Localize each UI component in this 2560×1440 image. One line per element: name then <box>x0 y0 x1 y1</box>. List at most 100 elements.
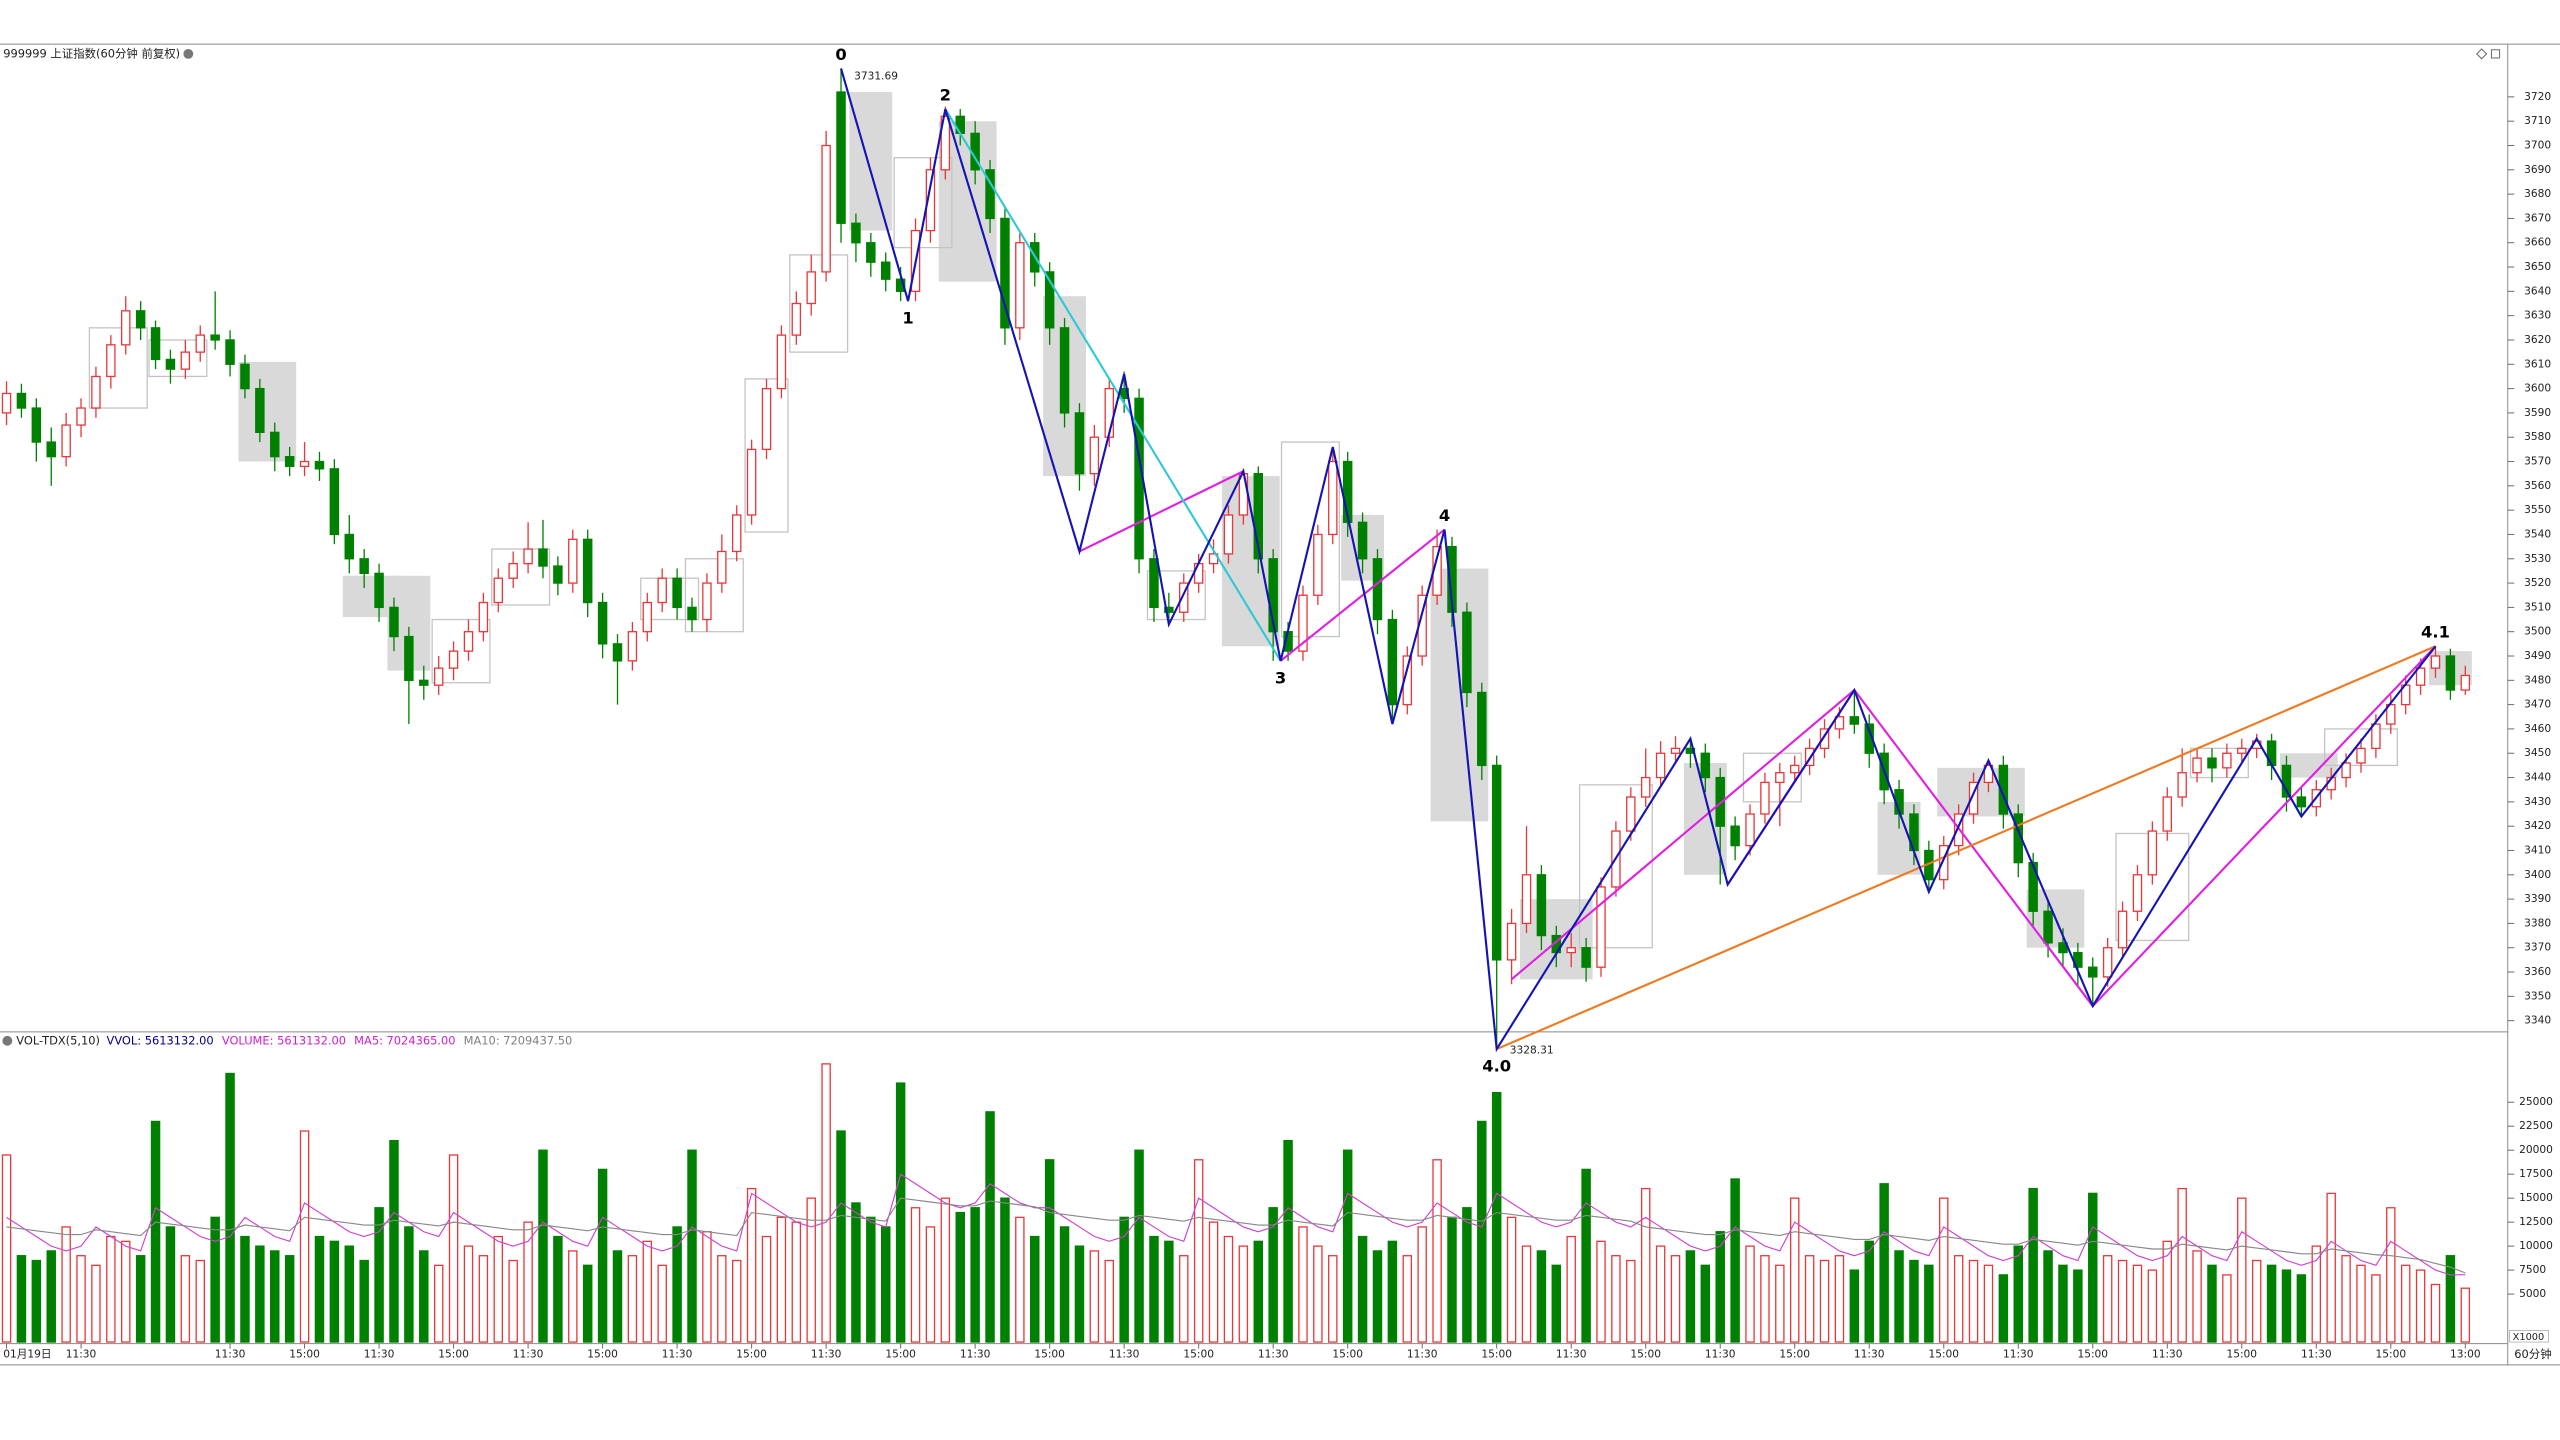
candle-body <box>284 456 295 468</box>
volume-bar <box>523 1221 533 1343</box>
volume-bar <box>1134 1149 1144 1343</box>
candle-body <box>1789 764 1800 774</box>
volume-bar <box>2222 1274 2232 1343</box>
candle-body <box>1089 436 1100 475</box>
candle-body <box>493 577 504 604</box>
volume-bar <box>2237 1197 2247 1343</box>
candle-body <box>344 533 355 560</box>
volume-bar <box>433 1264 444 1343</box>
volume-bar <box>2058 1264 2068 1343</box>
candle-body <box>821 144 831 273</box>
unit-box <box>2509 1330 2549 1343</box>
candle-body <box>746 448 757 516</box>
y-tick-label: 12500 <box>2519 1215 2553 1228</box>
volume-bar <box>2177 1187 2187 1343</box>
zone-outline <box>2189 747 2249 779</box>
low-price-label: 3328.31 <box>1510 1044 1554 1057</box>
volume-bar <box>2326 1192 2336 1343</box>
volume-bar <box>2102 1255 2113 1343</box>
volume-bar <box>2147 1269 2158 1343</box>
candle-body <box>1298 594 1308 652</box>
volume-bar <box>121 1240 131 1343</box>
x-tick-label: 15:00 <box>1183 1347 1214 1360</box>
candle-body <box>1193 562 1204 584</box>
candle-body <box>2266 740 2277 767</box>
volume-bar <box>1551 1264 1562 1343</box>
candle-body <box>61 424 71 458</box>
candle-body <box>1596 886 1606 968</box>
candle-body <box>2192 757 2202 774</box>
candle-body <box>1506 922 1517 961</box>
candle-body <box>538 548 548 567</box>
candle-body <box>1819 728 1830 750</box>
volume-bar <box>478 1255 489 1343</box>
volume-bar <box>404 1226 414 1343</box>
volume-bar <box>642 1240 653 1343</box>
volume-bar <box>1 1154 12 1343</box>
candle-body <box>1491 764 1502 961</box>
candle-body <box>389 606 399 638</box>
candle-body <box>1313 533 1323 596</box>
volume-bar <box>2132 1264 2143 1343</box>
volume-bar <box>1953 1255 1964 1343</box>
candle-body <box>1238 473 1249 516</box>
candle-body <box>165 358 176 370</box>
y-tick-label: 3670 <box>2524 211 2551 224</box>
candle-body <box>1983 764 1994 784</box>
volume-bar <box>284 1255 295 1343</box>
volume-bar <box>1074 1245 1085 1343</box>
candle-body <box>2043 910 2053 944</box>
y-tick-label: 3380 <box>2524 916 2551 929</box>
volume-bar <box>1357 1235 1368 1343</box>
volume-bar <box>1179 1255 1189 1343</box>
candle-body <box>2222 752 2232 769</box>
settings-icon[interactable] <box>2 1035 13 1046</box>
volume-bar <box>2162 1240 2173 1343</box>
y-tick-label: 3340 <box>2524 1014 2551 1027</box>
y-tick-label: 3480 <box>2524 673 2551 686</box>
icon[interactable] <box>2476 48 2488 60</box>
candle-body <box>2430 655 2441 669</box>
y-tick-label: 10000 <box>2519 1239 2553 1252</box>
indicator-readout: MA10: 7209437.50 <box>464 1033 573 1047</box>
volume-bar <box>657 1264 667 1343</box>
x-tick-label: 11:30 <box>1854 1347 1885 1360</box>
y-tick-label: 3450 <box>2524 746 2551 759</box>
candle-body <box>2028 861 2038 912</box>
candle-body <box>2296 796 2307 808</box>
volume-bar <box>359 1259 369 1343</box>
volume-bar <box>76 1255 86 1343</box>
volume-bar <box>1238 1245 1249 1343</box>
volume-bar <box>165 1226 176 1343</box>
candle-body <box>985 169 995 220</box>
volume-bar <box>2251 1259 2262 1343</box>
candle-body <box>46 441 56 458</box>
volume-bar <box>1208 1221 1219 1343</box>
indicator-readout: MA5: 7024365.00 <box>354 1033 455 1047</box>
x-tick-label: 13:00 <box>2450 1347 2481 1360</box>
volume-bar <box>1581 1168 1591 1343</box>
volume-bar <box>1089 1250 1100 1343</box>
candle-body <box>776 334 787 390</box>
volume-bar <box>672 1226 682 1343</box>
candle-body <box>419 679 429 686</box>
candle-body <box>1968 781 1979 815</box>
window-icons[interactable] <box>2476 48 2501 60</box>
volume-bar <box>2311 1245 2322 1343</box>
y-tick-label: 3690 <box>2524 163 2551 176</box>
volume-bar <box>717 1255 727 1343</box>
volume-bar <box>806 1197 816 1343</box>
candle-body <box>1164 606 1174 613</box>
volume-bar <box>1909 1259 1919 1343</box>
volume-bar <box>1283 1139 1293 1343</box>
candle-body <box>1536 874 1547 937</box>
candle-body <box>270 431 280 458</box>
icon[interactable] <box>2490 49 2501 59</box>
volume-bar <box>627 1255 638 1343</box>
y-tick-label: 22500 <box>2519 1119 2553 1132</box>
x-tick-label: 11:30 <box>66 1347 97 1360</box>
zone-outline <box>893 156 953 249</box>
candle-body <box>195 334 205 353</box>
settings-icon[interactable] <box>183 48 194 59</box>
